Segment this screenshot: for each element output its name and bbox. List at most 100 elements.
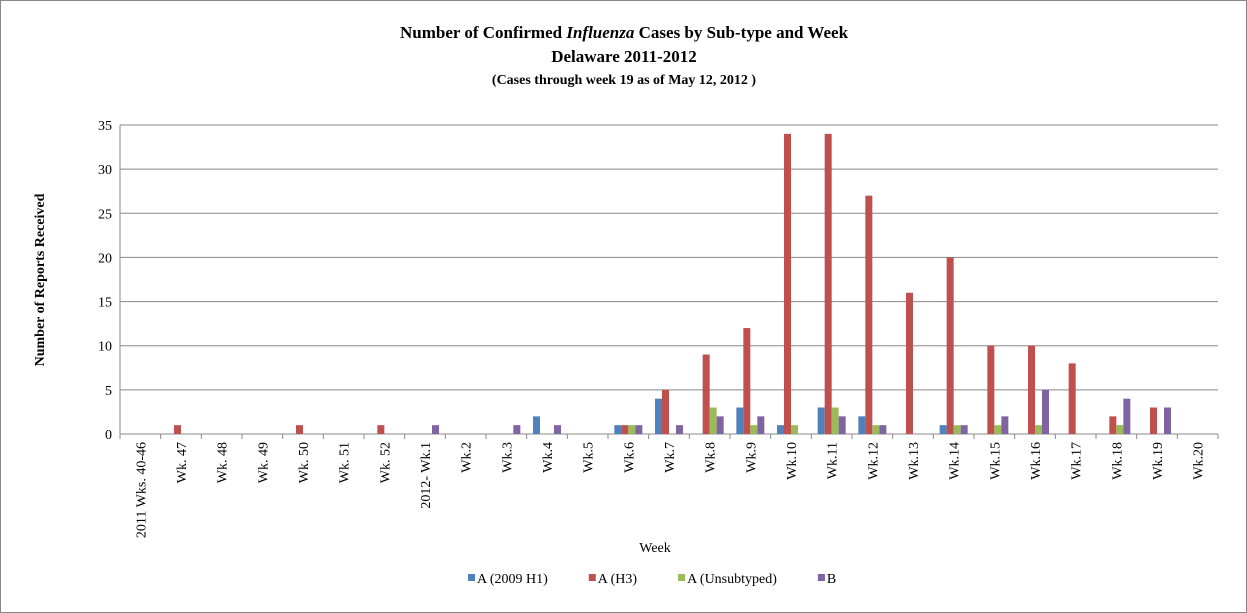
bar (824, 133, 832, 435)
x-tick-label: Wk.17 (1070, 442, 1085, 480)
x-tick-label: Wk.20 (1192, 442, 1207, 480)
x-tick-label: Wk. 51 (338, 442, 353, 483)
legend-swatch (678, 574, 686, 581)
bar (554, 425, 561, 434)
bar (1068, 363, 1076, 434)
x-tick-label: Wk.12 (866, 442, 881, 480)
x-tick-label: Wk.9 (744, 442, 759, 473)
x-tick-label: Wk. 48 (216, 442, 231, 483)
y-tick-label: 0 (105, 428, 112, 443)
legend-swatch (817, 574, 825, 581)
bar (1164, 407, 1171, 434)
bar (777, 425, 784, 434)
x-tick-label: Wk.10 (785, 442, 800, 480)
x-tick-label: Wk.13 (907, 442, 922, 480)
subtitle: (Cases through week 19 as of May 12, 201… (492, 73, 757, 88)
legend-swatch (588, 574, 596, 581)
x-tick-label: Wk.4 (541, 442, 556, 473)
bar (174, 425, 181, 434)
x-tick-label: Wk. 47 (175, 442, 190, 483)
bar (1109, 416, 1117, 434)
bar (831, 407, 839, 434)
title-part: Number of Confirmed (400, 23, 566, 42)
bar (377, 425, 385, 434)
x-tick-label: Wk. 52 (378, 442, 393, 483)
x-tick-label: Wk.5 (582, 442, 597, 473)
bar (1028, 345, 1035, 434)
title-part: Influenza (565, 23, 635, 42)
x-tick-label: 2012- Wk.1 (419, 442, 434, 509)
x-tick-label: Wk. 50 (297, 442, 312, 483)
bar (1042, 389, 1049, 434)
x-tick-label: Wk.15 (988, 442, 1003, 480)
bar (662, 389, 669, 434)
bar (872, 425, 880, 434)
y-tick-label: 30 (98, 163, 112, 178)
y-tick-label: 35 (98, 119, 112, 134)
bar (1001, 416, 1009, 434)
y-axis-label: Number of Reports Received (33, 193, 48, 366)
x-tick-label: Wk.16 (1029, 442, 1044, 480)
bar (621, 425, 629, 434)
bar (946, 257, 954, 434)
y-tick-label: 15 (98, 296, 112, 311)
title-part: Cases by Sub-type and Week (634, 23, 848, 42)
bar (1150, 407, 1157, 434)
x-tick-label: Wk.6 (622, 442, 637, 473)
x-axis-label: Week (639, 541, 671, 556)
bar (533, 416, 540, 434)
bar (513, 425, 521, 434)
bar (1123, 398, 1131, 434)
bar (676, 425, 683, 434)
bar (838, 416, 846, 434)
bar (750, 425, 758, 434)
x-tick-label: Wk.2 (460, 442, 475, 473)
bar (879, 425, 887, 434)
bar (709, 407, 717, 434)
bar (906, 292, 913, 434)
y-tick-label: 5 (105, 384, 112, 399)
bar (791, 425, 798, 434)
x-tick-label: Wk.3 (500, 442, 515, 473)
bar (757, 416, 765, 434)
bar (702, 354, 710, 434)
legend-label: A (H3) (598, 572, 638, 587)
x-tick-label: 2011 Wks. 40-46 (134, 442, 149, 538)
x-tick-label: Wk.11 (826, 442, 841, 479)
legend-label: A (Unsubtyped) (687, 572, 777, 587)
bar (736, 407, 744, 434)
bar (655, 398, 662, 434)
bar (817, 407, 825, 434)
bar (628, 425, 636, 434)
bar (784, 133, 791, 435)
legend-swatch (468, 574, 475, 581)
bar (960, 425, 968, 434)
y-tick-label: 25 (98, 207, 112, 222)
chart-title: Number of Confirmed Influenza Cases by S… (400, 23, 849, 42)
bar (743, 328, 751, 434)
legend-label: B (827, 572, 836, 587)
bar (858, 416, 866, 434)
bar (716, 416, 724, 434)
bar (953, 425, 961, 434)
x-tick-label: Wk.18 (1110, 442, 1125, 480)
bar (1116, 425, 1124, 434)
y-tick-label: 20 (98, 251, 112, 266)
legend-label: A (2009 H1) (477, 572, 548, 587)
y-tick-label: 10 (98, 340, 112, 355)
bar (432, 425, 439, 434)
bar (939, 425, 947, 434)
x-tick-label: Wk.7 (663, 442, 678, 473)
bar (296, 425, 303, 434)
bar (987, 345, 995, 434)
bar (1035, 425, 1042, 434)
x-tick-label: Wk. 49 (256, 442, 271, 483)
x-tick-label: Wk.19 (1151, 442, 1166, 480)
bar (865, 195, 873, 434)
x-tick-label: Wk.14 (948, 442, 963, 480)
bar (635, 425, 643, 434)
x-tick-label: Wk.8 (704, 442, 719, 473)
bar (614, 425, 622, 434)
